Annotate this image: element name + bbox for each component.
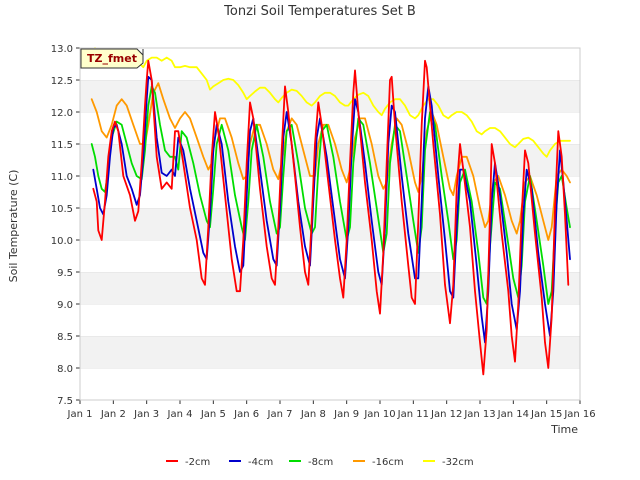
grid-band — [80, 80, 580, 112]
y-tick-label: 8.5 — [57, 332, 73, 343]
x-tick-label: Jan 13 — [463, 409, 495, 420]
x-tick-label: Jan 11 — [397, 409, 429, 420]
legend: -2cm -4cm -8cm -16cm -32cm — [166, 457, 474, 468]
x-tick-label: Jan 12 — [430, 409, 462, 420]
y-tick-label: 13.0 — [51, 44, 73, 55]
grid-band — [80, 144, 580, 176]
grid-band — [80, 208, 580, 240]
x-tick-label: Jan 9 — [333, 409, 359, 420]
grid-band — [80, 240, 580, 272]
legend-label: -4cm — [248, 457, 273, 468]
legend-item: -16cm — [353, 457, 404, 468]
y-tick-label: 10.5 — [51, 204, 73, 215]
x-tick-label: Jan 8 — [300, 409, 326, 420]
x-tick-label: Jan 4 — [167, 409, 193, 420]
annotation-label: TZ_fmet — [87, 52, 137, 65]
series-line-2cm — [92, 59, 570, 376]
y-tick-label: 8.0 — [57, 364, 73, 375]
grid-band — [80, 368, 580, 400]
y-tick-label: 11.5 — [51, 140, 73, 151]
grid-band — [80, 336, 580, 368]
legend-item: -2cm — [166, 457, 210, 468]
y-tick-label: 9.0 — [57, 300, 73, 311]
grid-band — [80, 304, 580, 336]
y-axis-label: Soil Temperature (C) — [7, 170, 20, 283]
y-tick-label: 10.0 — [51, 236, 73, 247]
x-tick-label: Jan 16 — [563, 409, 595, 420]
y-tick-label: 9.5 — [57, 268, 73, 279]
grid-band — [80, 272, 580, 304]
x-tick-label: Jan 1 — [67, 409, 93, 420]
y-axis-ticks: 7.5 8.0 8.5 9.0 9.5 10.0 10.5 11.0 11.5 12.0 12.5 1… — [51, 44, 80, 407]
annotation-box: TZ_fmet — [80, 48, 144, 69]
y-tick-label: 12.5 — [51, 76, 73, 87]
legend-label: -16cm — [372, 457, 404, 468]
x-tick-label: Jan 5 — [200, 409, 226, 420]
legend-item: -8cm — [289, 457, 333, 468]
legend-item: -4cm — [229, 457, 273, 468]
legend-label: -8cm — [308, 457, 333, 468]
series-lines — [90, 47, 571, 376]
x-axis-ticks: Jan 1 Jan 2 Jan 3 Jan 4 Jan 5 Jan 6 Jan 7 Jan 8… — [67, 400, 596, 420]
legend-label: -32cm — [442, 457, 474, 468]
chart-title: Tonzi Soil Temperatures Set B — [223, 4, 416, 19]
legend-label: -2cm — [185, 457, 210, 468]
y-tick-label: 7.5 — [57, 396, 73, 407]
x-tick-label: Jan 3 — [133, 409, 159, 420]
plot-frame — [79, 47, 581, 401]
x-tick-label: Jan 2 — [100, 409, 126, 420]
y-tick-label: 12.0 — [51, 108, 73, 119]
legend-item: -32cm — [423, 457, 474, 468]
x-tick-label: Jan 10 — [363, 409, 395, 420]
x-tick-label: Jan 6 — [233, 409, 259, 420]
x-tick-label: Jan 14 — [497, 409, 529, 420]
grid-band — [80, 48, 580, 80]
x-tick-label: Jan 7 — [267, 409, 293, 420]
series-line-4cm — [92, 75, 571, 344]
y-tick-label: 11.0 — [51, 172, 73, 183]
grid-bands — [80, 47, 580, 400]
series-line-32cm — [94, 47, 571, 158]
x-axis-label: Time — [550, 423, 578, 436]
x-tick-label: Jan 15 — [530, 409, 562, 420]
